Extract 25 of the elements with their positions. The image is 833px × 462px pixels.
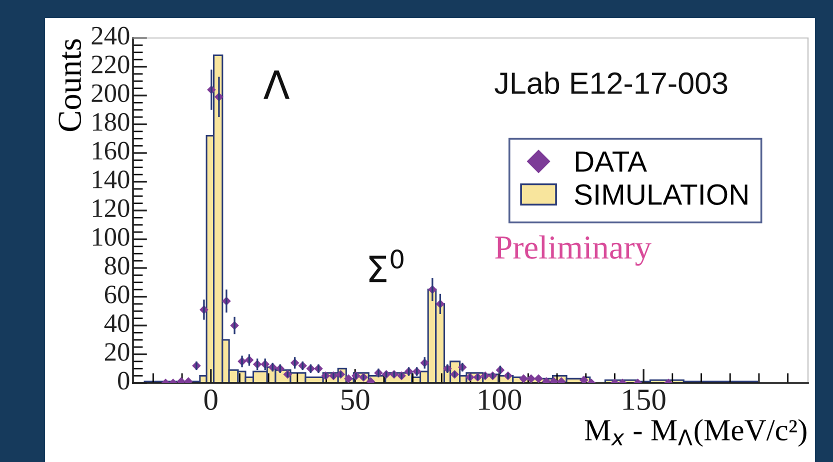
y-tick-label: 180	[92, 113, 130, 131]
annotation: JLab E12-17-003	[494, 72, 728, 94]
legend-label: SIMULATION	[574, 184, 748, 205]
y-tick-label: 200	[92, 84, 130, 102]
y-tick-label: 80	[104, 256, 130, 275]
x-axis-title: M$_{x}$ - M$_{Λ}$(MeV/c²)	[584, 419, 806, 447]
y-tick-label: 160	[92, 142, 130, 160]
y-tick-label: 60	[104, 286, 130, 304]
y-tick-label: 20	[104, 343, 130, 361]
annotation: Preliminary	[495, 235, 652, 266]
y-tick-label: 0	[118, 372, 130, 390]
y-tick-label: 240	[92, 26, 130, 45]
legend-label: DATA	[576, 152, 647, 172]
annotation: Σ$^{0}$	[369, 249, 404, 282]
x-tick-label: 0	[204, 389, 218, 410]
y-tick-label: 140	[92, 170, 130, 188]
x-tick-label: 150	[623, 389, 666, 410]
y-axis-title: Counts	[58, 39, 82, 132]
x-tick-label: 50	[342, 389, 370, 410]
x-tick-label: 100	[479, 389, 522, 410]
y-tick-label: 220	[92, 56, 130, 74]
y-tick-label: 100	[92, 228, 130, 246]
y-tick-label: 40	[104, 314, 130, 332]
annotation: Λ	[264, 70, 290, 99]
y-tick-label: 120	[92, 199, 130, 218]
